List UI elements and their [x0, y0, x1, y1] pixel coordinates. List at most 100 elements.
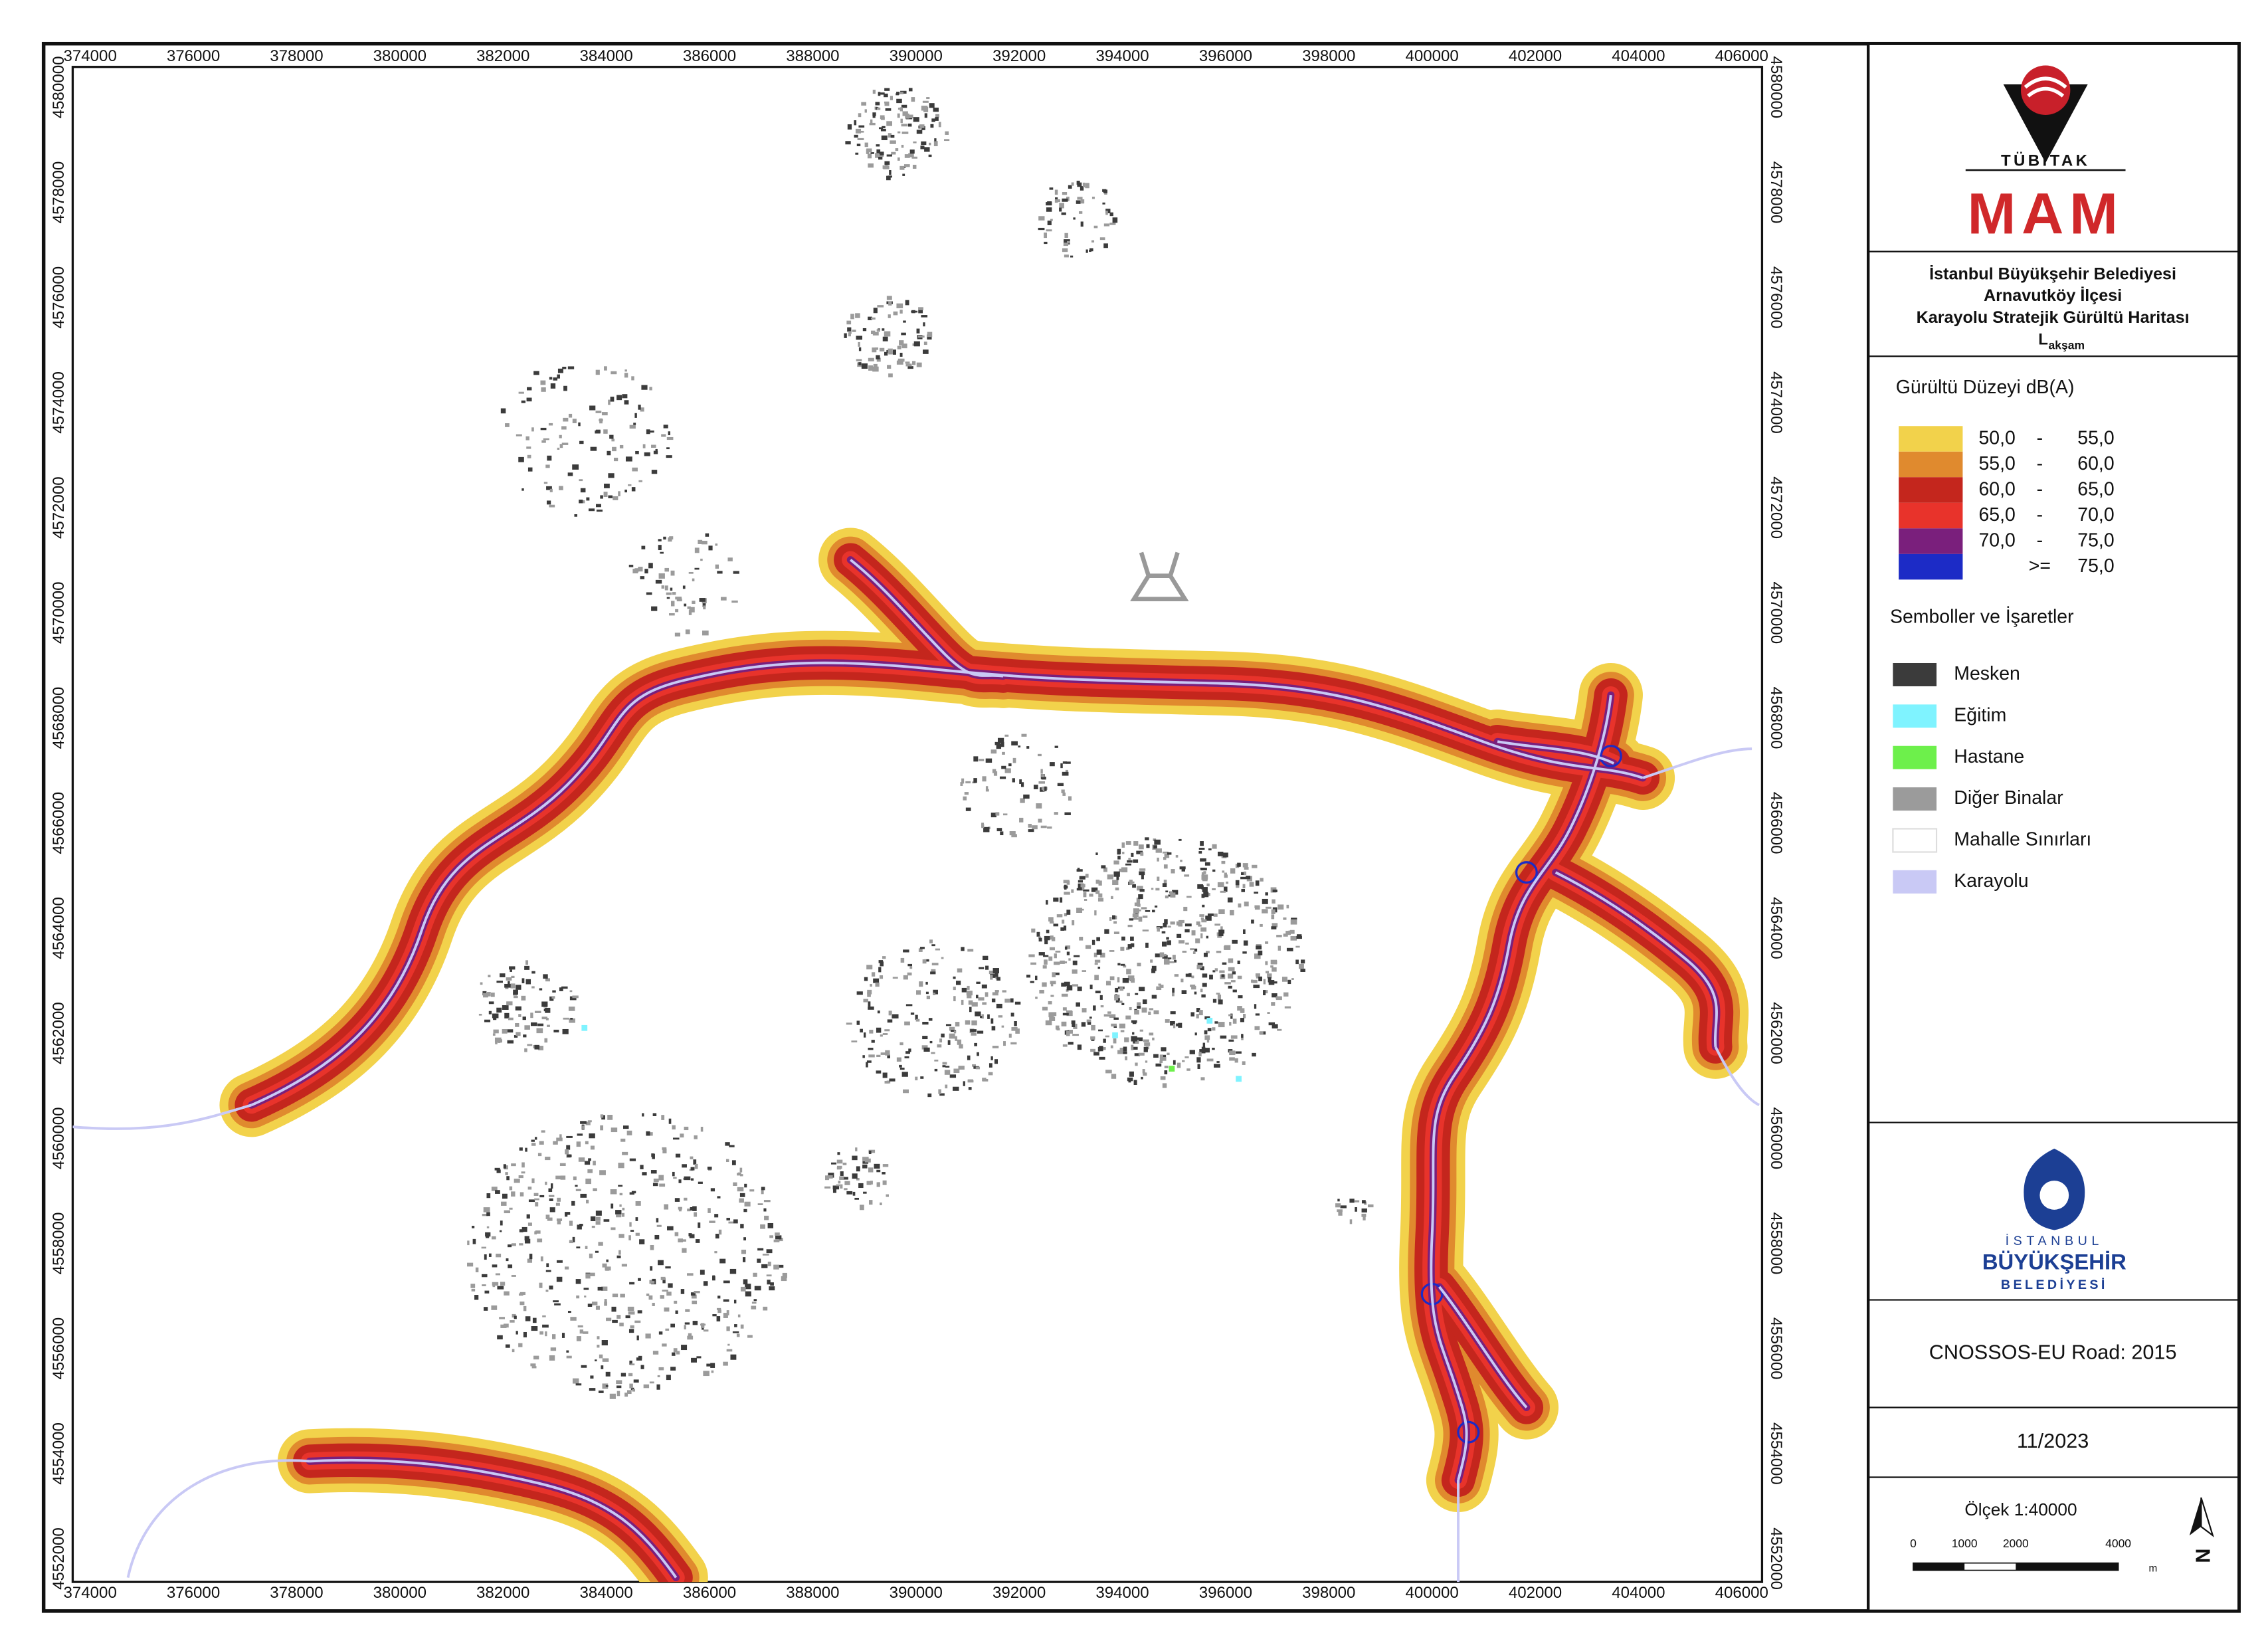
building: [1046, 207, 1052, 212]
building: [1062, 1013, 1069, 1016]
x-tick-label: 392000: [992, 1584, 1046, 1602]
building: [694, 547, 700, 553]
building: [926, 995, 931, 1000]
building: [656, 1218, 659, 1223]
building: [1267, 973, 1272, 979]
building: [1165, 895, 1169, 899]
building: [580, 1121, 587, 1124]
building: [781, 1276, 787, 1282]
building: [1038, 937, 1042, 942]
building: [931, 944, 935, 947]
building: [488, 1011, 492, 1014]
building: [1073, 1023, 1078, 1029]
building: [620, 1294, 625, 1298]
building: [1117, 848, 1121, 854]
building: [1202, 1042, 1206, 1048]
building: [666, 592, 672, 595]
building: [600, 1114, 604, 1118]
building: [1133, 914, 1137, 919]
building: [668, 1283, 673, 1288]
building: [1048, 956, 1053, 961]
building: [1054, 953, 1057, 959]
building: [1222, 852, 1228, 858]
building: [1200, 1077, 1205, 1081]
building: [732, 1331, 739, 1333]
building: [1230, 910, 1234, 916]
building: [782, 1272, 787, 1278]
building: [699, 598, 706, 602]
building: [1170, 1020, 1175, 1026]
building: [1113, 921, 1117, 924]
building: [669, 536, 674, 539]
building: [924, 959, 929, 962]
building: [589, 405, 596, 411]
building: [996, 977, 1000, 981]
building: [743, 1257, 746, 1262]
building: [1283, 933, 1288, 937]
building: [1119, 987, 1124, 991]
building: [521, 400, 526, 403]
building: [1196, 965, 1202, 969]
building: [922, 1022, 929, 1025]
building: [576, 1336, 581, 1341]
building: [607, 1114, 613, 1120]
building: [631, 1191, 636, 1194]
building: [1172, 890, 1179, 895]
building: [1191, 975, 1194, 979]
building: [548, 423, 553, 426]
building: [660, 1276, 666, 1280]
building: [762, 1254, 769, 1256]
legend: 50,0-55,055,0-60,060,0-65,065,0-70,070,0…: [1899, 426, 2115, 580]
building: [1123, 1046, 1127, 1052]
building: [887, 1054, 890, 1058]
building: [1162, 955, 1168, 959]
building: [1109, 950, 1115, 952]
building: [953, 976, 956, 979]
building: [1044, 939, 1048, 945]
building: [714, 1251, 717, 1254]
building: [1181, 990, 1187, 995]
building: [600, 1125, 604, 1131]
building: [1145, 837, 1149, 840]
building: [1272, 923, 1278, 927]
building: [851, 1040, 858, 1042]
building: [1077, 986, 1082, 991]
building: [1205, 916, 1212, 921]
building: [886, 296, 892, 300]
x-tick-label: 390000: [890, 1584, 943, 1602]
north-arrow-right: [2200, 1497, 2214, 1537]
building: [880, 961, 884, 967]
building: [866, 148, 872, 153]
building: [687, 1335, 694, 1340]
building: [662, 1343, 667, 1347]
building: [587, 1303, 593, 1307]
building: [934, 138, 937, 142]
building: [527, 454, 531, 458]
building: [975, 995, 979, 999]
building: [1011, 1027, 1018, 1031]
building: [743, 1279, 748, 1285]
building: [888, 348, 893, 353]
building: [945, 1066, 950, 1068]
building: [629, 1192, 634, 1195]
building: [1062, 771, 1069, 776]
building: [484, 1019, 491, 1022]
building: [1049, 921, 1054, 924]
building: [1143, 1072, 1147, 1075]
building: [1105, 1070, 1112, 1074]
building: [1135, 1040, 1139, 1044]
building: [690, 1167, 695, 1171]
building: [972, 1064, 977, 1067]
building: [636, 1335, 639, 1341]
building: [1145, 910, 1151, 912]
building: [570, 1317, 577, 1321]
building: [705, 533, 709, 537]
building: [579, 479, 583, 482]
building: [526, 446, 531, 449]
building: [1203, 871, 1206, 874]
building: [492, 1264, 498, 1268]
building: [557, 1220, 561, 1224]
building: [1087, 1022, 1091, 1025]
building: [967, 949, 974, 952]
building: [1271, 1002, 1276, 1006]
